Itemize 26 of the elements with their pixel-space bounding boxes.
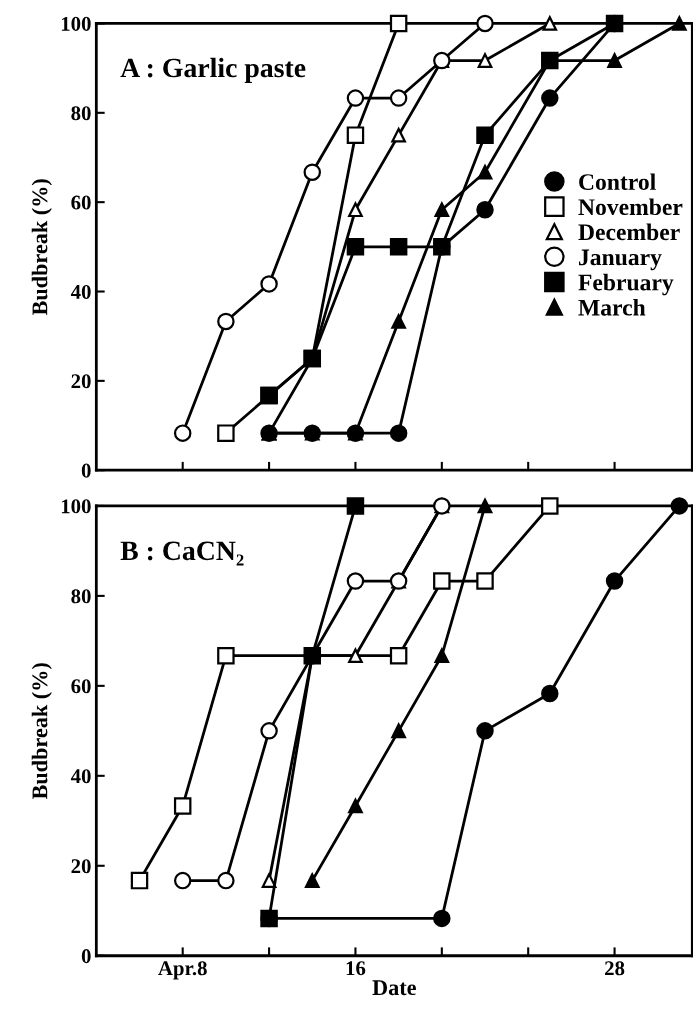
annotation: A : Garlic paste [120,57,306,83]
x-tick-label: 16 [346,961,366,976]
y-tick-label: 0 [81,949,91,964]
x-tick-label: Apr.8 [158,961,207,980]
y-tick-label: 20 [71,374,91,389]
y-tick-label: 100 [61,16,91,31]
legend-label: Control [579,173,656,191]
legend-label: December [578,223,680,241]
y-axis-title: Budbreak (%) [31,663,52,800]
y-tick-label: 40 [70,769,91,784]
y-tick-label: 20 [71,859,91,874]
legend-label: January [579,249,662,271]
legend-label: February [578,273,674,296]
annotation: B : CaCN₂ [120,541,244,566]
x-axis-title: Date [372,980,416,996]
y-tick-label: 60 [71,679,91,694]
legend-label: March [578,299,646,316]
y-tick-label: 0 [81,463,91,478]
y-tick-label: 60 [71,195,91,210]
y-tick-label: 80 [71,106,91,121]
y-axis-title: Budbreak (%) [31,179,52,316]
legend-label: November [578,198,683,216]
y-tick-label: 40 [70,284,91,299]
y-tick-label: 100 [61,499,91,514]
y-tick-label: 80 [71,589,91,604]
x-tick-label: 28 [605,961,625,976]
